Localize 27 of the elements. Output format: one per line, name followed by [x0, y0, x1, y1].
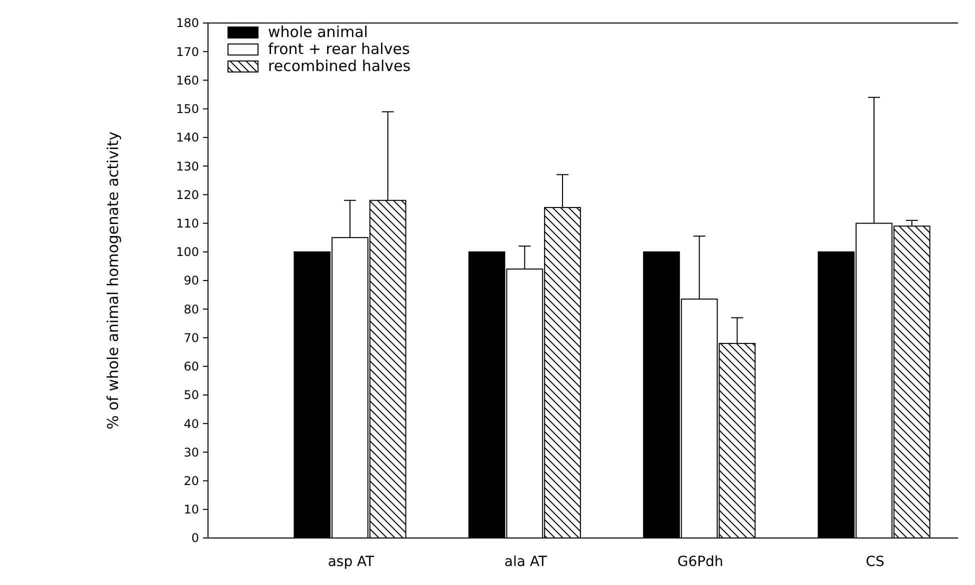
y-tick-label: 40: [184, 416, 199, 431]
y-tick-label: 140: [176, 130, 199, 145]
x-tick-label: G6Pdh: [677, 554, 724, 570]
y-tick-label: 20: [184, 474, 199, 488]
x-tick-label: CS: [866, 554, 884, 570]
y-tick-label: 50: [184, 388, 199, 402]
y-tick-label: 130: [176, 159, 199, 174]
y-tick-label: 60: [184, 360, 199, 374]
x-tick-label: ala AT: [504, 554, 548, 570]
y-tick-label: 160: [176, 73, 199, 88]
y-tick-label: 10: [184, 502, 199, 517]
legend-label: front + rear halves: [268, 40, 410, 58]
y-tick-label: 110: [176, 216, 199, 230]
y-tick-label: 0: [191, 531, 199, 546]
legend-label: whole animal: [268, 23, 368, 41]
y-tick-label: 120: [176, 188, 199, 202]
y-tick-label: 80: [184, 302, 199, 316]
y-tick-label: 150: [176, 102, 199, 116]
y-tick-label: 100: [176, 245, 199, 260]
y-tick-label: 170: [176, 44, 199, 59]
y-tick-label: 30: [184, 445, 199, 460]
y-axis-title: % of whole animal homogenate activity: [104, 131, 122, 430]
y-tick-label: 90: [184, 274, 199, 288]
x-tick-label: asp AT: [328, 554, 375, 570]
legend-label: recombined halves: [268, 57, 411, 75]
y-tick-label: 180: [176, 16, 199, 30]
y-tick-label: 70: [184, 330, 199, 345]
